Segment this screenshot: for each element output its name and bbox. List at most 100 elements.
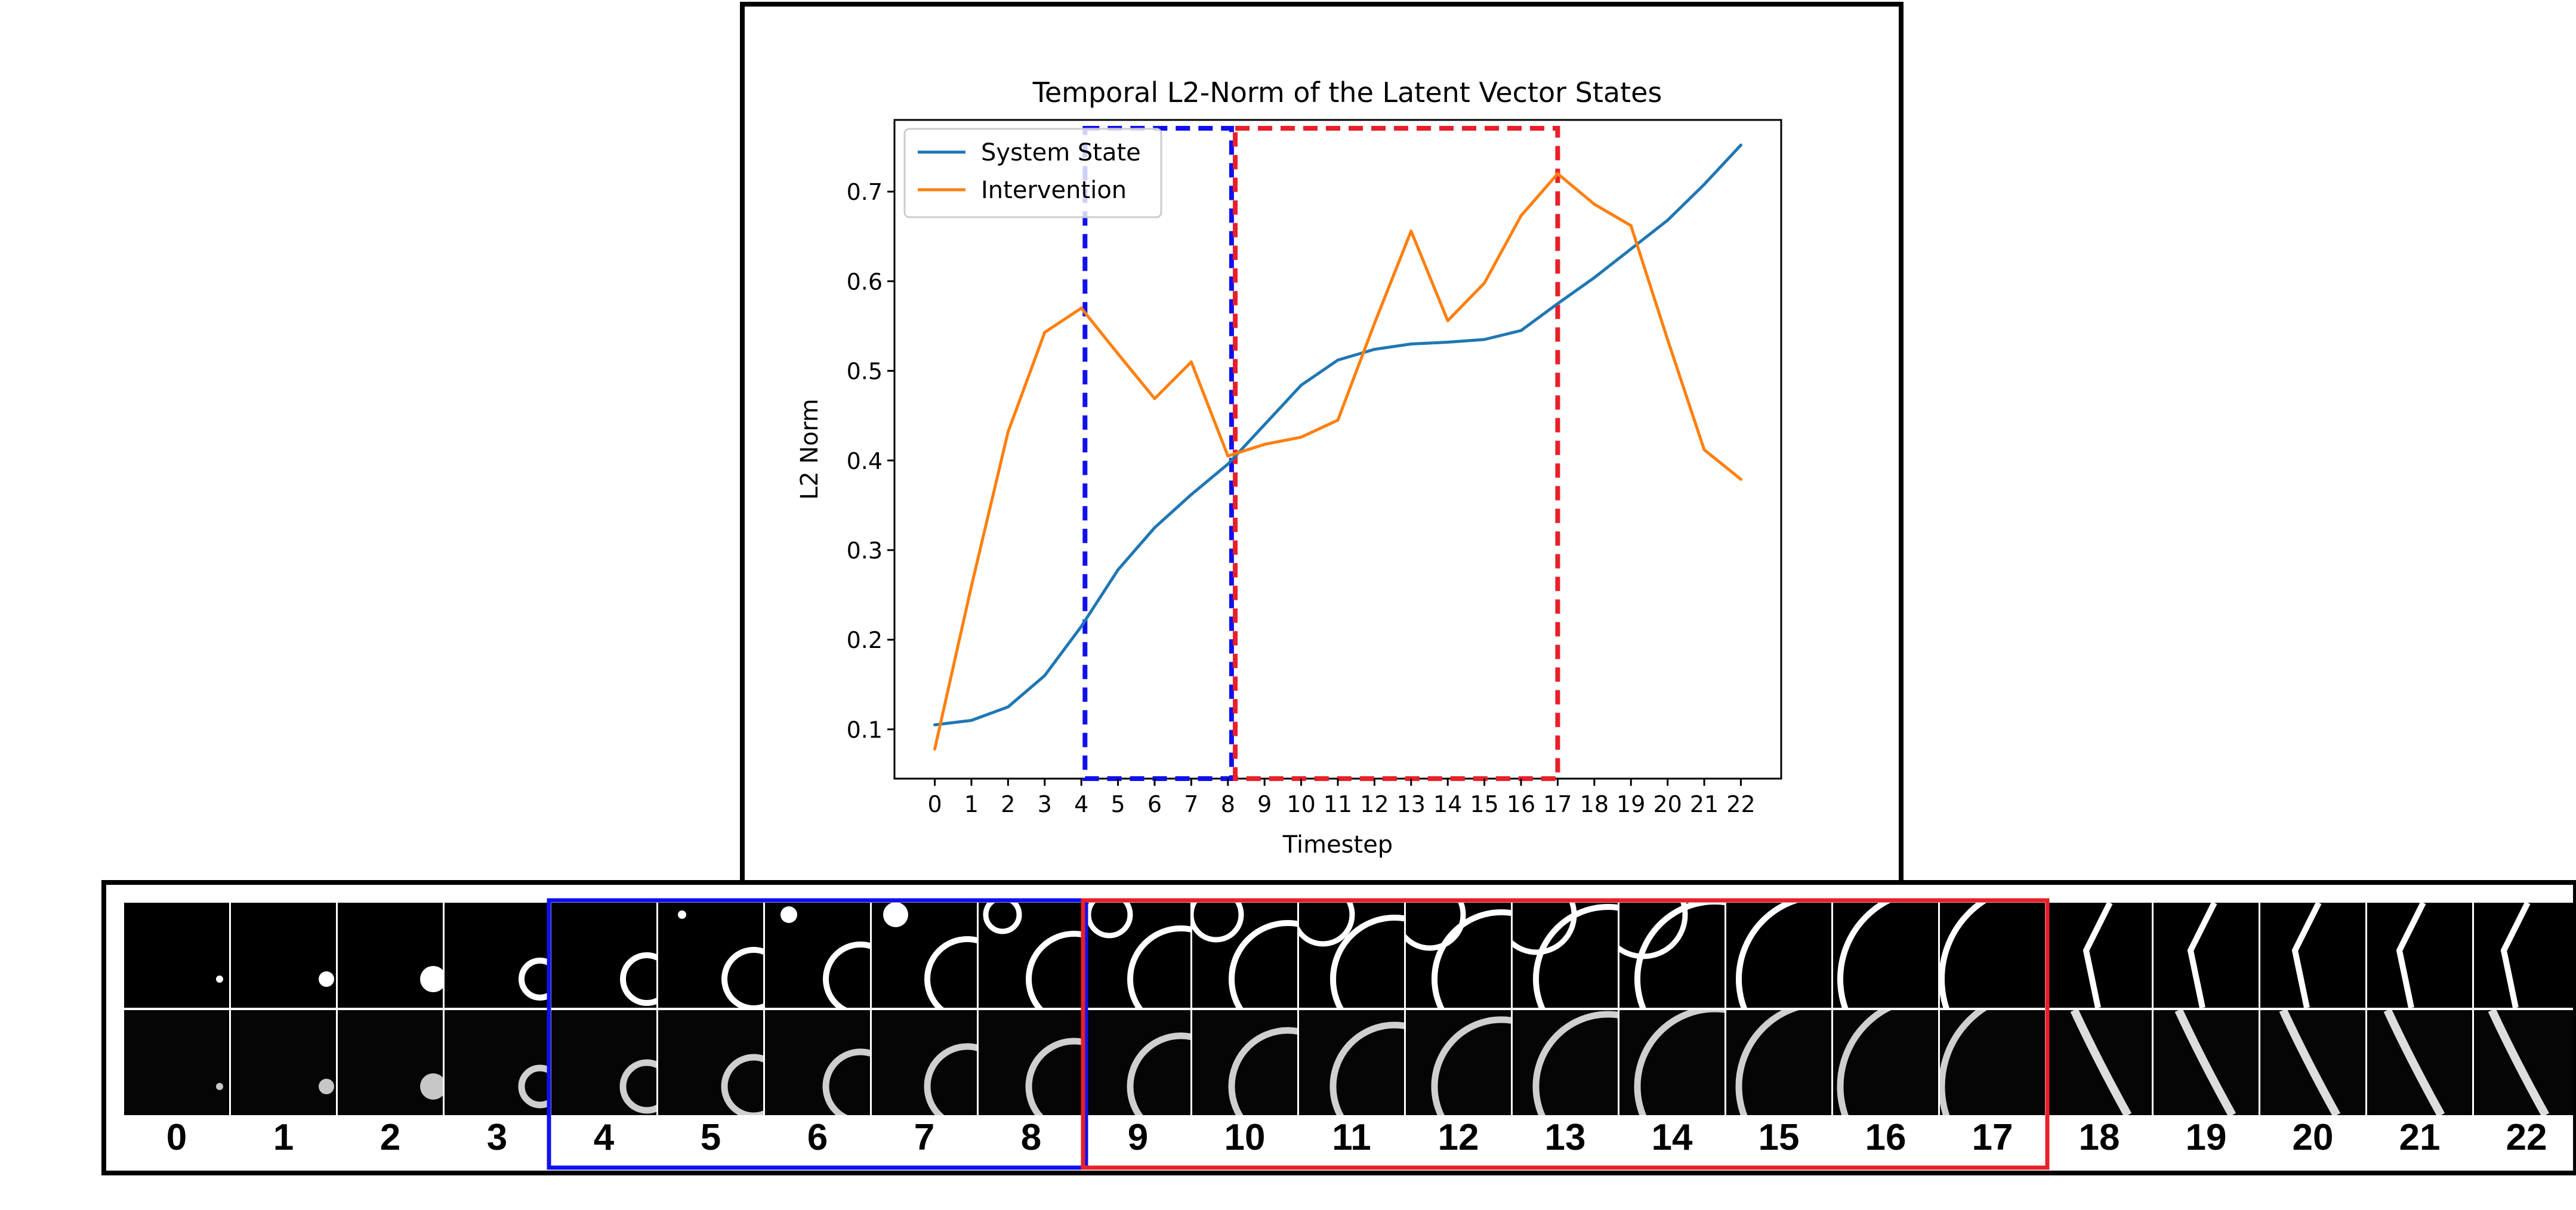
wave-ring-bottom — [1329, 1021, 1404, 1115]
secondary-ring-top — [883, 903, 908, 927]
x-tick-label: 11 — [1324, 791, 1352, 817]
wave-ring-bottom — [1735, 1010, 1800, 1115]
x-tick-label: 10 — [1287, 791, 1315, 817]
frame-label: 21 — [2399, 1117, 2441, 1158]
wave-ring-top — [1330, 915, 1404, 1008]
frame-bottom-tile — [872, 1010, 977, 1115]
frame-label: 22 — [2506, 1117, 2547, 1158]
wave-ring-bottom — [1025, 1038, 1084, 1115]
data-point-intervention — [1006, 430, 1010, 434]
data-point-intervention — [1409, 229, 1413, 233]
data-point-intervention — [1336, 418, 1340, 422]
frame-group-highlight-0 — [547, 898, 1088, 1170]
wave-edge-bottom — [2488, 1010, 2550, 1115]
frame-label: 19 — [2186, 1117, 2227, 1158]
frame-top-tile — [445, 903, 550, 1008]
x-tick-label: 5 — [1110, 791, 1125, 817]
wave-edge-top — [2500, 903, 2531, 1008]
x-tick-label: 7 — [1184, 791, 1198, 817]
frame-2: 2 — [338, 903, 443, 1158]
frame-4: 4 — [551, 903, 656, 1158]
frame-8: 8 — [979, 903, 1084, 1158]
wave-ring-bottom — [1431, 1016, 1511, 1115]
frame-label: 12 — [1438, 1117, 1479, 1158]
wave-ring-top — [519, 958, 550, 1001]
x-tick-label: 14 — [1433, 791, 1462, 817]
data-point-system-state — [1556, 302, 1559, 305]
frame-label: 10 — [1224, 1117, 1266, 1158]
wave-ring-bottom — [1228, 1027, 1297, 1115]
data-point-system-state — [1446, 341, 1449, 344]
data-point-system-state — [1006, 705, 1010, 709]
x-tick-label: 19 — [1616, 791, 1645, 817]
frame-22: 22 — [2474, 903, 2576, 1158]
x-tick-label: 13 — [1397, 791, 1426, 817]
data-point-intervention — [1702, 448, 1706, 452]
x-tick-label: 17 — [1543, 791, 1572, 817]
wave-ring-top — [319, 971, 334, 987]
line-chart: Temporal L2-Norm of the Latent Vector St… — [796, 76, 1782, 859]
y-tick-label: 0.2 — [847, 627, 883, 653]
frame-label: 0 — [166, 1117, 187, 1158]
wave-edge-bottom — [2070, 1010, 2132, 1115]
y-tick-label: 0.3 — [847, 538, 883, 564]
frame-top-tile — [1192, 903, 1297, 1008]
wave-ring-top — [420, 966, 443, 992]
x-tick-label: 15 — [1470, 791, 1498, 817]
frame-strip-panel: 0 1 2 3 4 5 6 7 8 9 10 11 12 13 14 15 16 17 18 19 20 21 22 — [101, 880, 2576, 1175]
data-point-system-state — [1153, 526, 1156, 529]
x-tick-label: 4 — [1074, 791, 1088, 817]
y-tick-label: 0.4 — [847, 448, 883, 474]
data-point-system-state — [1593, 276, 1596, 279]
wave-ring-top — [1127, 925, 1190, 1008]
frame-top-tile — [658, 903, 763, 1008]
frame-label: 13 — [1545, 1117, 1586, 1158]
data-point-intervention — [970, 584, 973, 588]
frame-16: 16 — [1833, 903, 1938, 1158]
legend-box — [903, 128, 1162, 218]
frame-top-tile — [2474, 903, 2576, 1008]
frame-group-highlight-1 — [1081, 898, 2050, 1170]
data-point-system-state — [1226, 462, 1230, 466]
secondary-ring-top — [780, 906, 797, 923]
frame-top-tile — [765, 903, 870, 1008]
wave-ring-bottom — [1532, 1011, 1618, 1115]
highlight-region-0 — [1082, 126, 1234, 781]
x-axis-label: Timestep — [1282, 831, 1393, 859]
data-point-intervention — [1483, 281, 1486, 285]
wave-ring-bottom — [924, 1043, 977, 1115]
wave-ring-bottom — [1127, 1032, 1190, 1115]
frame-label: 1 — [273, 1117, 294, 1158]
legend-label-system-state: System State — [981, 139, 1141, 166]
frame-label: 16 — [1865, 1117, 1906, 1158]
secondary-ring-top — [1619, 903, 1688, 959]
wave-ring-top — [721, 947, 763, 1008]
frame-top-tile — [1833, 903, 1938, 1008]
data-point-system-state — [1300, 384, 1303, 387]
frame-top-tile — [1940, 903, 2045, 1008]
wave-edge-bottom — [2174, 1010, 2236, 1115]
frame-18: 18 — [2047, 903, 2152, 1158]
data-point-system-state — [1702, 183, 1706, 186]
x-tick-label: 1 — [964, 791, 979, 817]
frame-label: 18 — [2079, 1117, 2120, 1158]
wave-edge-top — [2083, 903, 2113, 1008]
frame-label: 6 — [807, 1117, 828, 1158]
wave-ring-bottom — [721, 1054, 763, 1115]
x-tick-label: 12 — [1360, 791, 1389, 817]
frame-bottom-tile — [231, 1010, 336, 1115]
data-point-system-state — [1189, 493, 1193, 496]
wave-ring-top — [620, 952, 656, 1006]
frame-label: 3 — [487, 1117, 507, 1158]
legend-label-intervention: Intervention — [981, 177, 1127, 204]
wave-edge-top — [2291, 903, 2322, 1008]
frame-label: 9 — [1128, 1117, 1148, 1158]
secondary-ring-top — [1406, 903, 1466, 951]
data-point-system-state — [933, 723, 937, 727]
y-tick-label: 0.5 — [847, 359, 883, 385]
data-point-intervention — [1556, 172, 1559, 175]
frame-label: 4 — [594, 1117, 615, 1158]
wave-ring-top — [1837, 903, 1891, 1008]
frame-14: 14 — [1619, 903, 1724, 1158]
frame-0: 0 — [124, 903, 229, 1158]
